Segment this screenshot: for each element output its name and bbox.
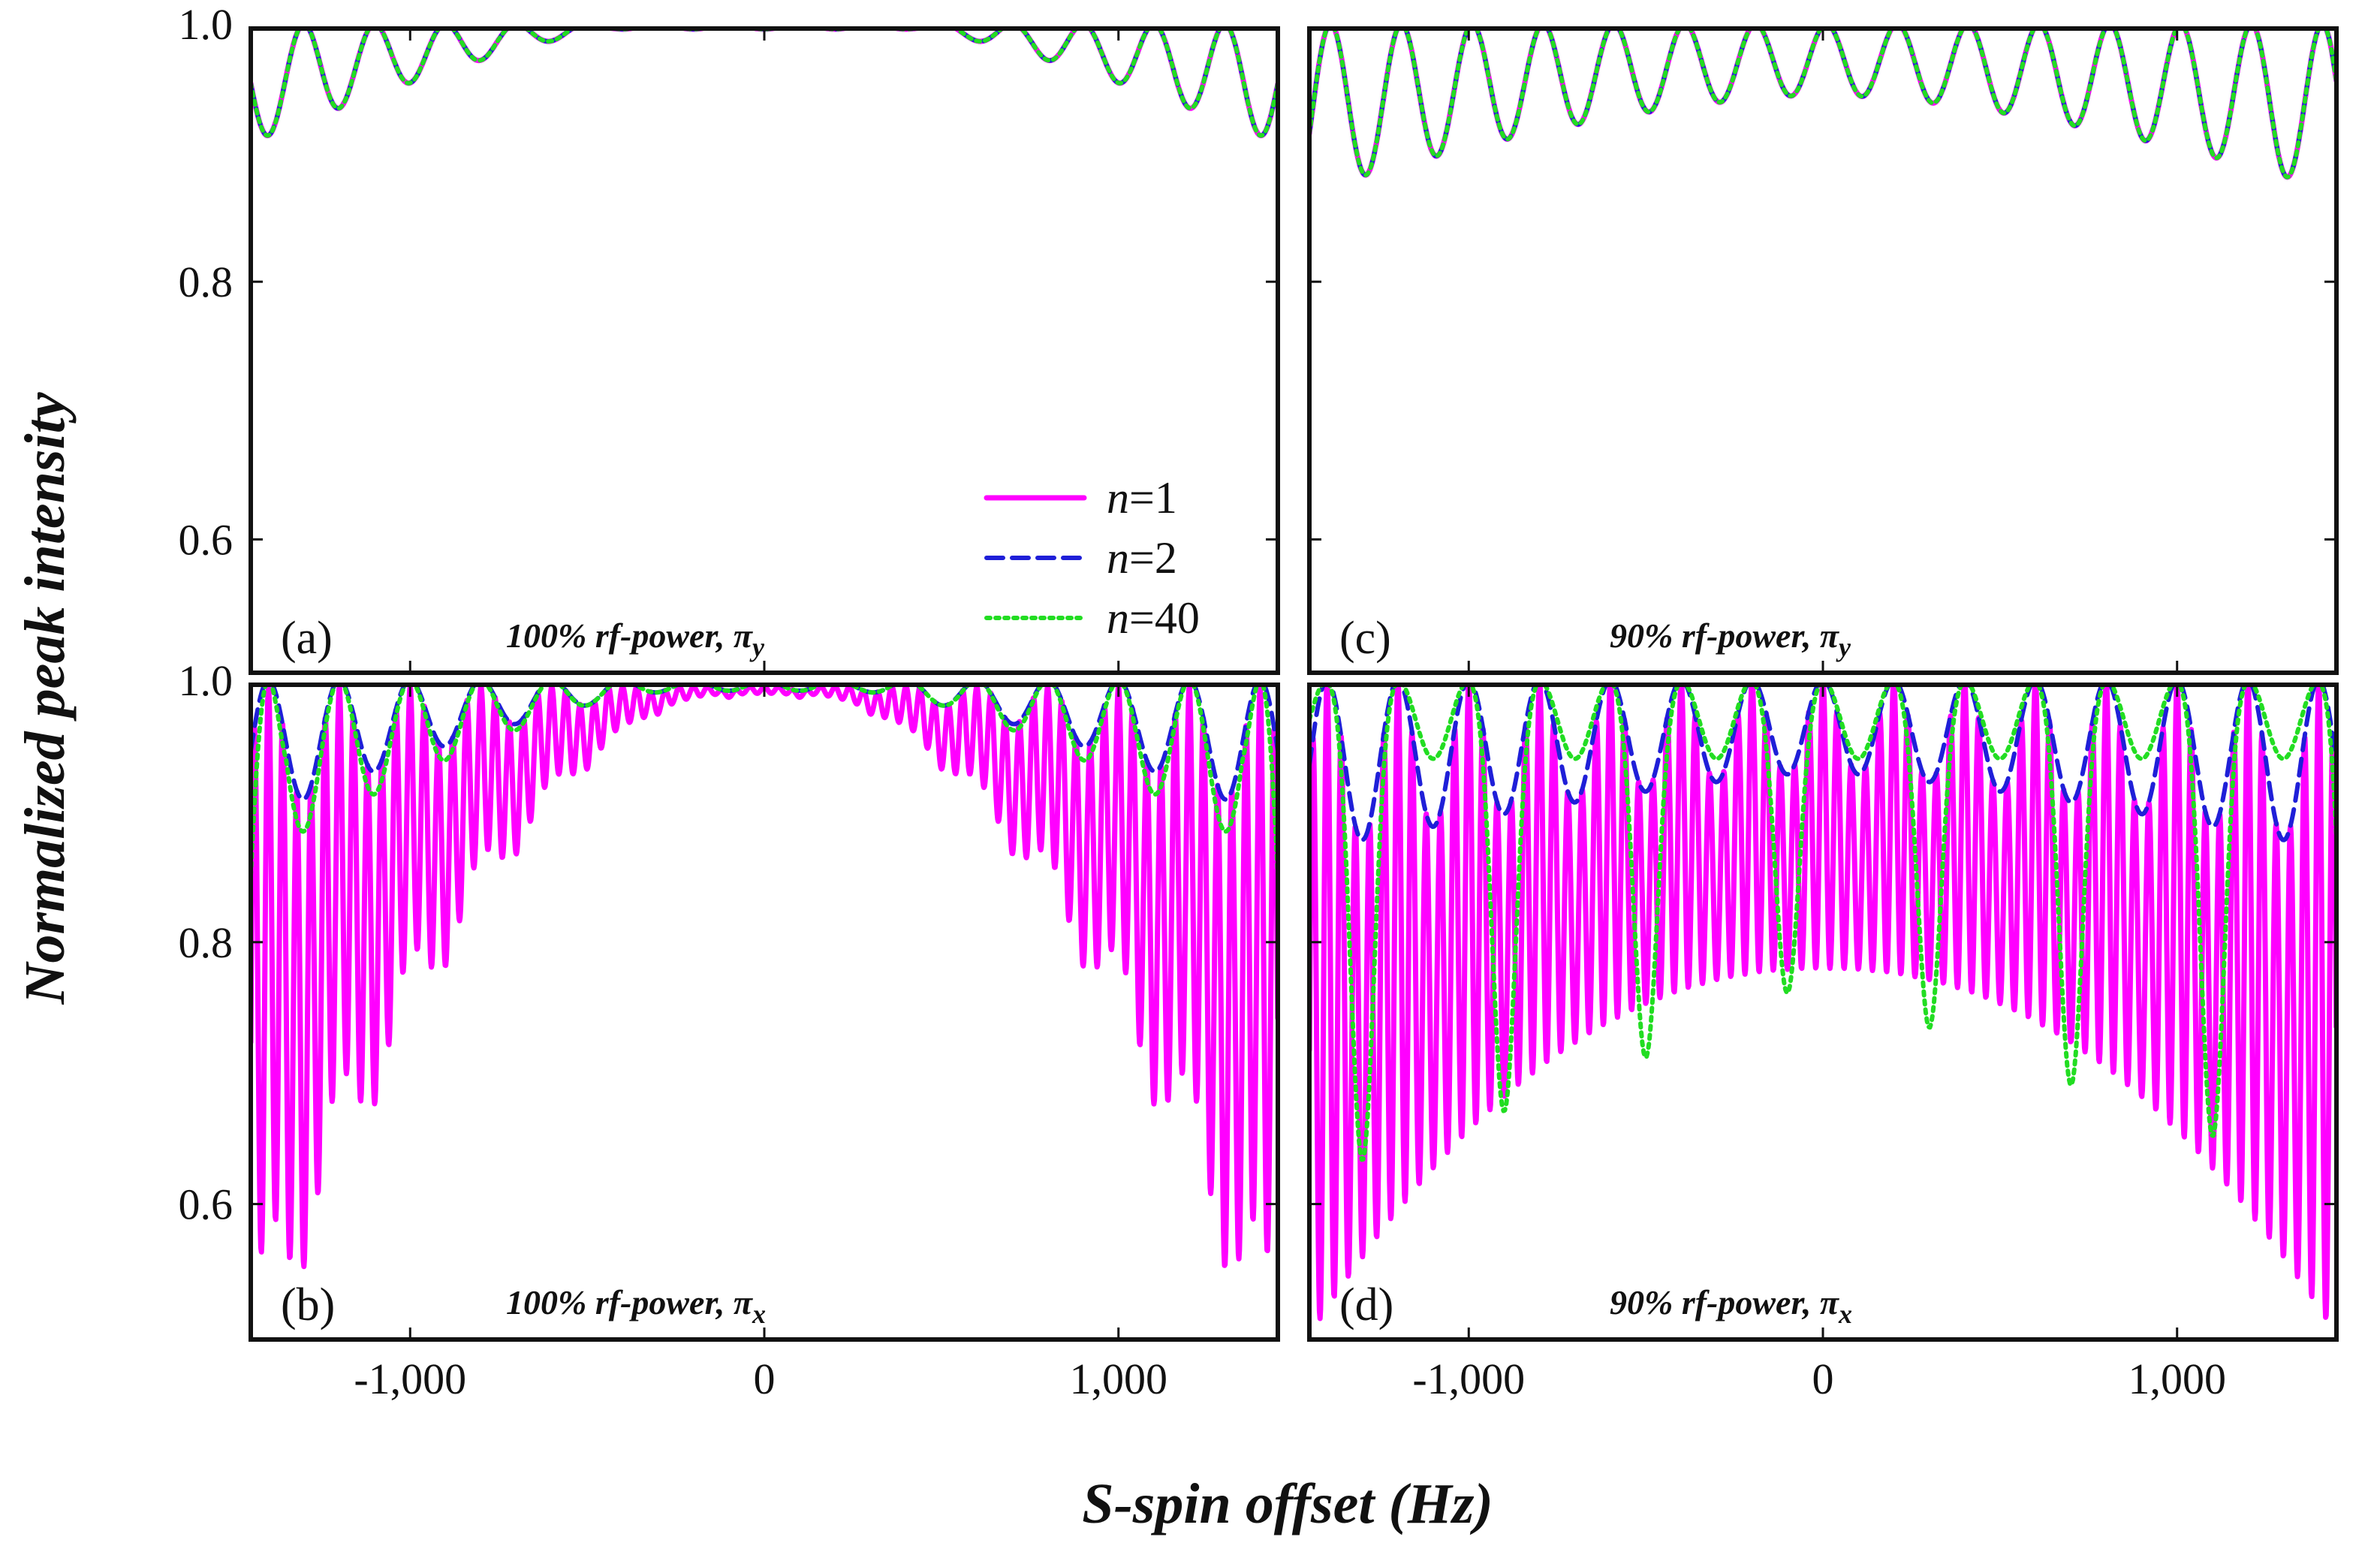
panel-d: (d) 90% rf-power, πx: [1307, 683, 2339, 1342]
x-axis-title: S-spin offset (Hz): [1082, 1472, 1493, 1535]
panel-c-series: [1309, 29, 2336, 180]
y-tick-label: 1.0: [179, 656, 233, 705]
legend-label-n40: n=40: [1107, 593, 1200, 643]
series-line-b-n1: [251, 685, 1278, 1270]
x-tick-label: 0: [1812, 1355, 1834, 1403]
panels-layer: (a) 100% rf-power, πy (b) 100% rf-power, πx…: [249, 26, 2339, 1342]
y-tick-label: 0.8: [179, 258, 233, 306]
panel-label-b: (b): [281, 1279, 335, 1330]
panel-d-series: [1309, 685, 2336, 1321]
y-tick-label: 0.6: [179, 515, 233, 564]
legend: n=1 n=2 n=40: [984, 473, 1200, 643]
panel-condition-b: 100% rf-power, πx: [506, 1283, 766, 1329]
axes-layer: 0.6 0.8 1.0 0.6 0.8 1.0 -1,000 0 1,000 -1,000 0 1,0…: [179, 0, 2226, 1403]
legend-label-n1: n=1: [1107, 473, 1177, 523]
x-tick-label: -1,000: [1412, 1355, 1525, 1403]
panel-a-series: [251, 29, 1278, 139]
panel-b-series: [251, 685, 1278, 1270]
x-tick-label: 1,000: [1069, 1355, 1167, 1403]
x-tick-label: 0: [754, 1355, 776, 1403]
series-line-d-n1: [1309, 685, 2336, 1321]
series-line-d-n2: [1309, 685, 2336, 842]
panel-a: (a) 100% rf-power, πy: [249, 26, 1280, 675]
panel-c-frame: [1307, 26, 2339, 675]
panel-c: (c) 90% rf-power, πy: [1307, 26, 2339, 675]
y-tick-label: 0.8: [179, 918, 233, 967]
series-line-d-n40: [1309, 685, 2336, 1162]
panel-condition-d: 90% rf-power, πx: [1610, 1283, 1852, 1329]
panel-label-c: (c): [1339, 613, 1391, 664]
panel-label-a: (a): [281, 613, 333, 664]
series-line-a-n40: [251, 29, 1278, 138]
series-line-b-n40: [251, 685, 1278, 878]
series-line-c-n40: [1309, 29, 2336, 179]
y-tick-label: 0.6: [179, 1180, 233, 1229]
y-axis-title: Normalized peak intensity: [14, 392, 77, 1005]
panel-b: (b) 100% rf-power, πx: [249, 683, 1280, 1342]
panel-condition-a: 100% rf-power, πy: [506, 616, 765, 662]
y-tick-label: 1.0: [179, 0, 233, 49]
x-tick-label: -1,000: [354, 1355, 466, 1403]
panel-condition-c: 90% rf-power, πy: [1610, 616, 1851, 662]
x-tick-label: 1,000: [2128, 1355, 2226, 1403]
panel-label-d: (d): [1339, 1279, 1393, 1330]
legend-label-n2: n=2: [1107, 533, 1177, 583]
